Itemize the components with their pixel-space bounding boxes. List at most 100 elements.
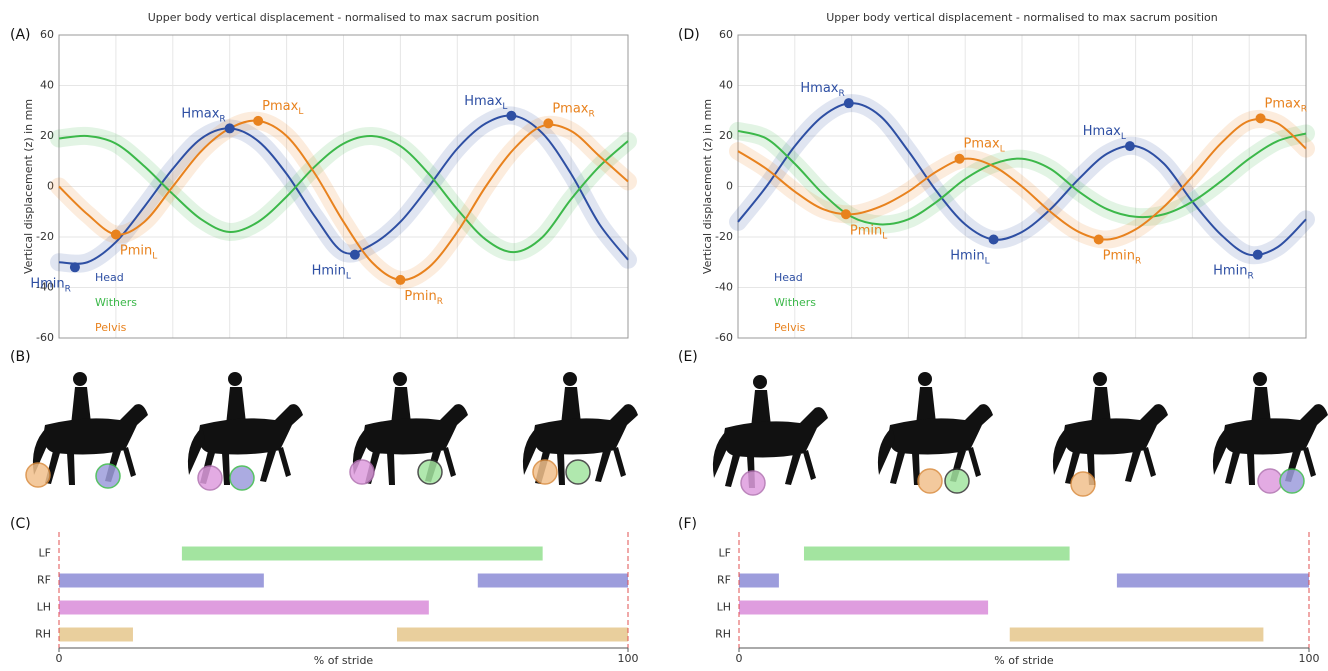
- extremum-label: HminR: [1213, 263, 1254, 281]
- row-label: LF: [39, 547, 51, 560]
- extremum-label: PmaxR: [552, 101, 594, 119]
- row-label: RF: [37, 574, 51, 587]
- extremum-label-text: Hmin: [30, 276, 64, 291]
- extremum-label-sub: R: [1247, 271, 1253, 281]
- extremum-label-text: Pmin: [404, 288, 436, 303]
- legend-entry: Withers: [95, 296, 137, 309]
- x-tick-label: 0: [56, 652, 63, 665]
- row-label: LH: [717, 601, 731, 614]
- extremum-label: HmaxR: [800, 81, 844, 99]
- panel-label: (C): [10, 516, 31, 532]
- extremum-label-text: Hmin: [950, 248, 984, 263]
- extremum-label-sub: L: [298, 106, 303, 116]
- extremum-marker: [395, 275, 405, 285]
- extremum-label-text: Pmax: [262, 98, 298, 113]
- stance-bar: [1010, 628, 1264, 642]
- row-label: RH: [35, 628, 51, 641]
- legend-entry: Pelvis: [774, 321, 806, 334]
- extremum-marker: [1125, 141, 1135, 151]
- extremum-label: PminL: [850, 223, 887, 241]
- panel-label: (B): [10, 349, 31, 365]
- extremum-label-text: Hmax: [464, 93, 502, 108]
- y-tick-label: 0: [726, 180, 733, 193]
- stance-bar: [739, 574, 779, 588]
- y-axis-label: Vertical displacement (z) in mm: [22, 99, 35, 274]
- extremum-label-sub: L: [152, 251, 157, 261]
- x-axis-label: % of stride: [314, 654, 374, 667]
- extremum-marker: [111, 229, 121, 239]
- stance-bar: [182, 547, 543, 561]
- chart-title: Upper body vertical displacement - norma…: [148, 11, 540, 24]
- extremum-label: HminL: [950, 248, 989, 266]
- y-tick-label: -20: [36, 230, 54, 243]
- y-tick-label: 40: [719, 79, 733, 92]
- extremum-label-sub: R: [838, 89, 844, 99]
- figure: (B) (E) (A)Upper body vertical displacem…: [0, 0, 1328, 667]
- extremum-label-sub: L: [502, 101, 507, 111]
- extremum-label-sub: R: [1135, 256, 1141, 266]
- panel-label: (A): [10, 27, 31, 43]
- extremum-label-text: Hmin: [1213, 263, 1247, 278]
- stance-bar: [397, 628, 628, 642]
- extremum-label-text: Pmax: [1265, 96, 1301, 111]
- extremum-marker: [253, 116, 263, 126]
- row-label: LF: [719, 547, 731, 560]
- extremum-label-text: Hmax: [800, 81, 838, 96]
- extremum-label: PmaxL: [262, 98, 303, 116]
- extremum-label-text: Pmax: [964, 136, 1000, 151]
- extremum-marker: [543, 118, 553, 128]
- extremum-marker: [1094, 235, 1104, 245]
- legend-entry: Head: [774, 271, 803, 284]
- y-tick-label: -60: [36, 331, 54, 344]
- stance-bar: [1117, 574, 1309, 588]
- extremum-label: PmaxR: [1265, 96, 1307, 114]
- legend-entry: Withers: [774, 296, 816, 309]
- extremum-label-text: Hmax: [1083, 124, 1121, 139]
- extremum-marker: [841, 209, 851, 219]
- extremum-marker: [70, 262, 80, 272]
- stance-bar: [739, 601, 988, 615]
- row-label: RH: [715, 628, 731, 641]
- extremum-label: HminL: [312, 263, 351, 281]
- extremum-marker: [955, 154, 965, 164]
- extremum-marker: [225, 123, 235, 133]
- extremum-label: HmaxR: [181, 106, 225, 124]
- extremum-label-sub: L: [1121, 132, 1126, 142]
- panel-label: (F): [678, 516, 697, 532]
- extremum-label-sub: R: [65, 284, 71, 294]
- extremum-label-sub: L: [346, 271, 351, 281]
- chart-title: Upper body vertical displacement - norma…: [826, 11, 1218, 24]
- extremum-marker: [1253, 250, 1263, 260]
- extremum-label-text: Hmax: [181, 106, 219, 121]
- extremum-label-text: Pmin: [120, 243, 152, 258]
- extremum-label-sub: L: [985, 256, 990, 266]
- extremum-label-sub: R: [1301, 104, 1307, 114]
- extremum-label-sub: R: [589, 109, 595, 119]
- stance-bar: [59, 574, 264, 588]
- extremum-label-text: Pmax: [552, 101, 588, 116]
- extremum-label-text: Hmin: [312, 263, 346, 278]
- extremum-label-sub: R: [219, 114, 225, 124]
- horse-images: [26, 372, 1328, 496]
- stance-bar: [59, 601, 429, 615]
- extremum-marker: [506, 111, 516, 121]
- extremum-label-text: Pmin: [1103, 248, 1135, 263]
- stance-bar: [804, 547, 1070, 561]
- extremum-marker: [989, 235, 999, 245]
- x-tick-label: 100: [1299, 652, 1320, 665]
- x-axis-label: % of stride: [994, 654, 1054, 667]
- legend-entry: Pelvis: [95, 321, 127, 334]
- y-axis-label: Vertical displacement (z) in mm: [701, 99, 714, 274]
- extremum-marker: [844, 98, 854, 108]
- x-tick-label: 0: [736, 652, 743, 665]
- extremum-label-sub: L: [882, 231, 887, 241]
- extremum-label: PminL: [120, 243, 157, 261]
- y-tick-label: -20: [715, 230, 733, 243]
- extremum-label-text: Pmin: [850, 223, 882, 238]
- y-tick-label: 40: [40, 79, 54, 92]
- extremum-label: PminR: [404, 288, 443, 306]
- y-tick-label: -60: [715, 331, 733, 344]
- panel-label: (D): [678, 27, 700, 43]
- extremum-marker: [350, 250, 360, 260]
- stance-bar: [59, 628, 133, 642]
